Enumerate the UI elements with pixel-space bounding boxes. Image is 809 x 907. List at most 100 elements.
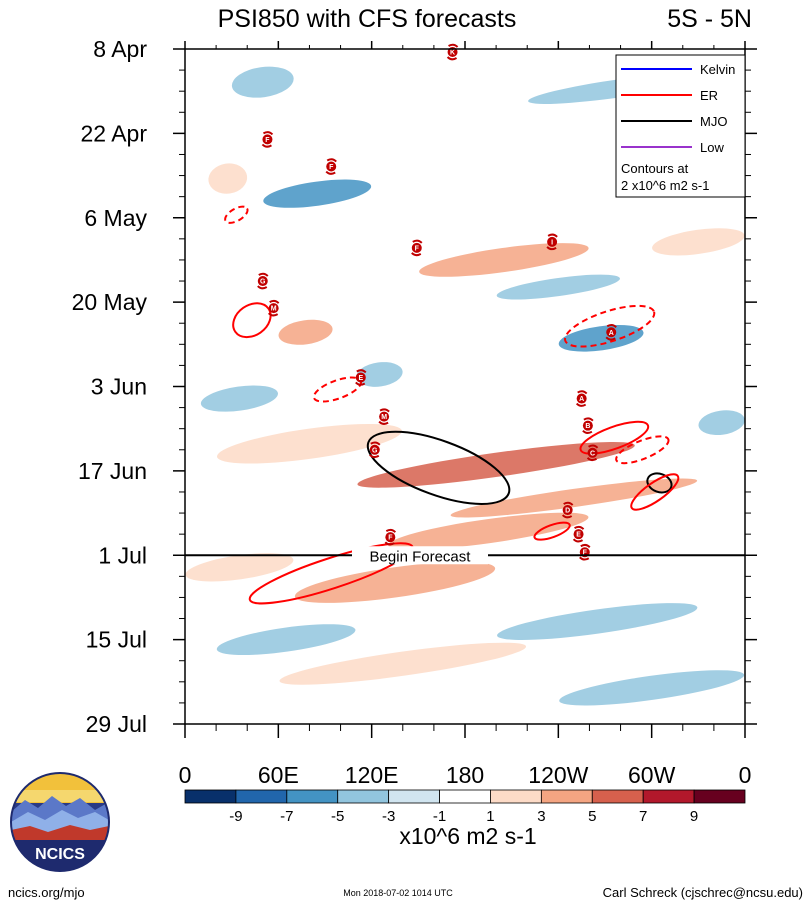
anomaly-streak [278, 319, 333, 345]
legend-note-line2: 2 x10^6 m2 s-1 [621, 178, 709, 193]
er-contour-negative [564, 304, 656, 348]
cyclone-letter: B [585, 423, 590, 430]
anomaly-streak [294, 561, 496, 603]
cyclone-marker: M [267, 299, 280, 317]
y-tick-label: 1 Jul [98, 542, 147, 568]
cyclone-marker: F [261, 131, 274, 148]
y-tick-label: 17 Jun [78, 458, 147, 484]
anomaly-streak [357, 441, 635, 488]
cyclone-marker: A [605, 323, 617, 341]
cyclone-letter: F [415, 245, 420, 252]
colorbar-label: -5 [331, 808, 344, 825]
anomaly-streak [279, 642, 527, 685]
legend-label: Kelvin [700, 62, 735, 77]
ncics-logo: NCICS [10, 772, 110, 872]
anomaly-streak [450, 478, 698, 518]
footer-author: Carl Schreck (cjschrec@ncsu.edu) [603, 885, 803, 900]
cyclone-letter: G [260, 279, 266, 286]
colorbar-label: 7 [639, 808, 647, 825]
region-label: 5S - 5N [667, 5, 752, 33]
mjo-contour-positive [366, 430, 511, 505]
cyclone-letter: K [450, 50, 455, 57]
x-tick-label: 0 [739, 762, 752, 788]
legend-label: ER [700, 88, 718, 103]
y-tick-label: 29 Jul [86, 711, 147, 737]
colorbar-label: -9 [229, 808, 242, 825]
chart-title: PSI850 with CFS forecasts [218, 5, 517, 33]
anomaly-streak [216, 423, 402, 464]
x-tick-label: 180 [446, 762, 484, 788]
cyclone-letter: I [551, 239, 553, 246]
cyclone-marker: F [325, 158, 337, 175]
cyclone-letter: E [358, 375, 363, 382]
cyclone-letter: D [565, 508, 570, 515]
cyclone-letter: F [329, 164, 334, 171]
y-tick-label: 3 Jun [91, 374, 147, 400]
logo-text: NCICS [35, 846, 85, 863]
colorbar-bin [642, 789, 695, 804]
er-contour-positive [533, 521, 571, 541]
anomaly-streak [208, 163, 248, 194]
anomaly-streak [388, 512, 589, 550]
anomaly-streak [496, 274, 620, 300]
cyclone-marker: G [257, 272, 269, 290]
colorbar-label: -3 [382, 808, 395, 825]
colorbar-label: 5 [588, 808, 596, 825]
forecast-divider: Begin Forecast [185, 546, 745, 565]
er-contour-positive [579, 420, 650, 455]
cyclone-letter: F [583, 550, 588, 557]
x-tick-label: 120W [528, 762, 588, 788]
legend: Kelvin ER MJO Low Contours at 2 x10^6 m2 s-… [615, 54, 746, 198]
cyclone-marker: E [572, 525, 585, 543]
cyclone-letter: F [388, 535, 393, 542]
colorbar-bin [490, 789, 542, 804]
colorbar-label: 3 [537, 808, 545, 825]
colorbar-bin [693, 789, 746, 804]
colorbar-bin [388, 789, 440, 804]
footer-timestamp: Mon 2018-07-02 1014 UTC [343, 888, 453, 898]
anomaly-streak [497, 603, 698, 640]
anomaly-streak [356, 362, 403, 387]
colorbar-label: -1 [433, 808, 446, 825]
colorbar-bin [591, 789, 644, 804]
x-tick-label: 60E [258, 762, 299, 788]
colorbar-bin [337, 789, 390, 804]
begin-forecast-label: Begin Forecast [370, 548, 472, 565]
anomaly-streak [185, 553, 294, 582]
y-tick-label: 6 May [84, 205, 147, 231]
x-tick-label: 60W [628, 762, 676, 788]
anomaly-streak [698, 410, 745, 436]
cyclone-marker: F [411, 239, 423, 257]
colorbar-units: x10^6 m2 s-1 [399, 823, 536, 849]
cyclone-letter: M [271, 306, 277, 313]
cyclone-marker: D [561, 501, 574, 519]
cyclone-letter: A [609, 330, 614, 337]
cyclone-marker: A [575, 390, 588, 407]
y-tick-label: 22 Apr [81, 120, 148, 146]
colorbar: -9 -7 -5 -3 -1 1 3 5 7 9 [184, 789, 746, 825]
anomaly-streak [558, 324, 644, 352]
anomaly-streak [559, 670, 745, 706]
er-contour-positive [232, 302, 272, 339]
y-tick-label: 8 Apr [93, 36, 147, 62]
cyclone-letter: M [381, 414, 387, 421]
cyclone-letter: E [576, 532, 581, 539]
x-tick-label: 0 [179, 762, 192, 788]
anomaly-streak [231, 66, 294, 98]
legend-label: MJO [700, 114, 727, 129]
x-tick-label: 120E [345, 762, 399, 788]
colorbar-bin [540, 789, 593, 804]
er-contour-positive [630, 473, 680, 511]
cyclone-letter: F [265, 137, 270, 144]
colorbar-bin [439, 789, 491, 804]
colorbar-bin [184, 789, 237, 804]
colorbar-label: -7 [280, 808, 293, 825]
y-tick-label: 15 Jul [86, 627, 147, 653]
colorbar-label: 1 [486, 808, 494, 825]
colorbar-bin [235, 789, 288, 804]
anomaly-streak [216, 624, 356, 656]
footer-url: ncics.org/mjo [8, 885, 85, 900]
er-contour-negative [224, 205, 249, 224]
x-axis: 0 60E 120E 180 120W 60W 0 [179, 41, 752, 788]
